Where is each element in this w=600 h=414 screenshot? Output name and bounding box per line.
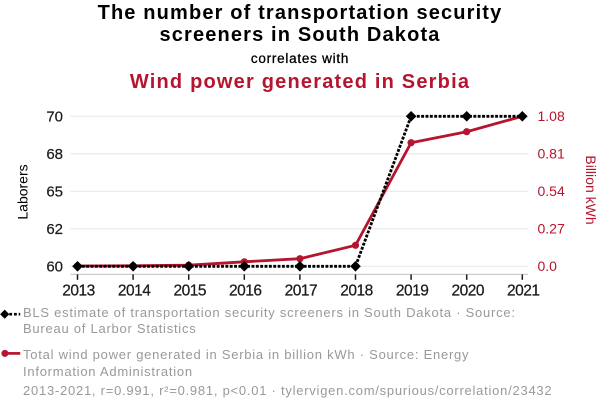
svg-text:65: 65 xyxy=(46,184,63,201)
svg-text:2014: 2014 xyxy=(118,283,151,300)
svg-text:2019: 2019 xyxy=(396,283,428,300)
svg-text:2017: 2017 xyxy=(285,283,317,300)
svg-text:0.81: 0.81 xyxy=(538,146,565,162)
svg-text:2020: 2020 xyxy=(451,283,484,300)
svg-text:0.27: 0.27 xyxy=(538,221,565,237)
svg-text:0.0: 0.0 xyxy=(538,258,558,274)
svg-text:Billion kWh: Billion kWh xyxy=(583,155,599,224)
svg-text:2021: 2021 xyxy=(507,283,539,300)
svg-text:2018: 2018 xyxy=(340,283,372,300)
svg-text:62: 62 xyxy=(46,221,63,238)
svg-text:2013: 2013 xyxy=(62,283,94,300)
svg-text:Laborers: Laborers xyxy=(14,164,30,219)
svg-text:0.54: 0.54 xyxy=(538,183,565,199)
svg-text:60: 60 xyxy=(46,259,63,276)
svg-text:2016: 2016 xyxy=(229,283,261,300)
svg-text:68: 68 xyxy=(46,146,63,163)
svg-text:70: 70 xyxy=(46,109,63,126)
svg-text:1.08: 1.08 xyxy=(538,108,565,124)
svg-text:2015: 2015 xyxy=(173,283,205,300)
